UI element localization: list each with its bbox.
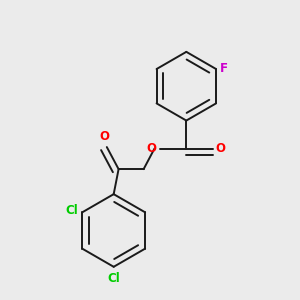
Text: O: O [100, 130, 110, 142]
Text: Cl: Cl [65, 204, 78, 218]
Text: O: O [147, 142, 157, 155]
Text: O: O [216, 142, 226, 155]
Text: F: F [220, 62, 228, 75]
Text: Cl: Cl [107, 272, 120, 285]
